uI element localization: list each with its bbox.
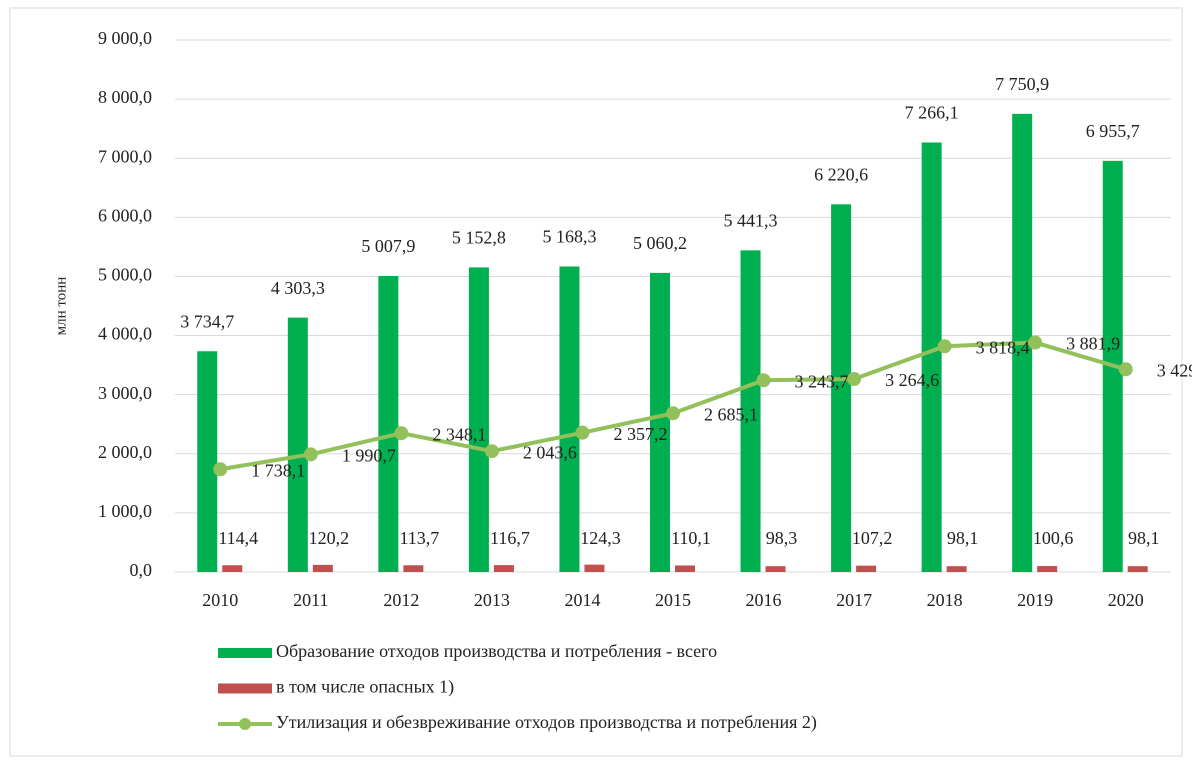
y-tick-label: 5 000,0 bbox=[98, 265, 152, 285]
data-label: 1 990,7 bbox=[342, 445, 396, 465]
data-label: 98,1 bbox=[1128, 528, 1160, 548]
data-label: 2 357,2 bbox=[613, 424, 667, 444]
x-tick-label: 2014 bbox=[564, 590, 600, 610]
bar bbox=[312, 564, 333, 572]
x-tick-label: 2011 bbox=[293, 590, 328, 610]
data-label: 4 303,3 bbox=[271, 278, 325, 298]
bar bbox=[403, 565, 424, 572]
line-point bbox=[484, 444, 499, 459]
bar bbox=[856, 565, 877, 572]
bar bbox=[921, 142, 942, 573]
line-point bbox=[213, 462, 228, 477]
data-label: 6 220,6 bbox=[814, 164, 868, 184]
bar bbox=[675, 565, 695, 572]
legend-label: в том числе опасных 1) bbox=[276, 677, 454, 698]
data-label: 114,4 bbox=[218, 528, 258, 548]
bar bbox=[831, 204, 852, 572]
data-label: 3 818,4 bbox=[976, 337, 1030, 357]
data-label: 107,2 bbox=[852, 528, 893, 548]
data-label: 5 441,3 bbox=[724, 210, 778, 230]
data-label: 5 152,8 bbox=[452, 228, 506, 248]
bar bbox=[584, 564, 605, 572]
y-axis-label: млн тонн bbox=[53, 277, 69, 336]
line-point bbox=[575, 425, 590, 440]
y-tick-label: 3 000,0 bbox=[98, 383, 152, 403]
legend-swatch bbox=[218, 683, 272, 694]
x-tick-label: 2020 bbox=[1108, 590, 1144, 610]
y-tick-label: 6 000,0 bbox=[98, 205, 152, 225]
x-tick-label: 2012 bbox=[383, 590, 419, 610]
data-label: 5 168,3 bbox=[542, 227, 596, 247]
line-point bbox=[756, 373, 771, 388]
bar bbox=[946, 566, 967, 572]
legend-swatch bbox=[239, 718, 251, 730]
bar bbox=[1037, 566, 1058, 572]
line-point bbox=[1118, 362, 1133, 377]
data-label: 3 264,6 bbox=[885, 370, 939, 390]
data-label: 3 881,9 bbox=[1066, 334, 1120, 354]
data-label: 113,7 bbox=[399, 528, 439, 548]
bar bbox=[740, 250, 761, 572]
data-label: 116,7 bbox=[490, 528, 530, 548]
line-point bbox=[303, 447, 318, 462]
data-label: 7 266,1 bbox=[905, 103, 959, 123]
data-label: 3 734,7 bbox=[180, 311, 234, 331]
line-point bbox=[1028, 335, 1043, 350]
bar bbox=[493, 565, 514, 572]
bar bbox=[765, 566, 786, 572]
y-tick-label: 4 000,0 bbox=[98, 324, 152, 344]
y-tick-label: 8 000,0 bbox=[98, 87, 152, 107]
data-label: 100,6 bbox=[1033, 528, 1074, 548]
data-label: 98,1 bbox=[947, 528, 979, 548]
data-label: 124,3 bbox=[580, 528, 621, 548]
bar bbox=[222, 565, 243, 572]
legend-label: Утилизация и обезвреживание отходов прои… bbox=[276, 712, 817, 733]
data-label: 5 060,2 bbox=[633, 233, 687, 253]
bar bbox=[650, 272, 670, 572]
bar bbox=[468, 267, 489, 572]
y-tick-label: 7 000,0 bbox=[98, 146, 152, 166]
bar bbox=[1127, 566, 1148, 572]
data-label: 6 955,7 bbox=[1086, 121, 1140, 141]
bar bbox=[559, 266, 580, 572]
x-tick-label: 2015 bbox=[655, 590, 691, 610]
data-label: 98,3 bbox=[766, 528, 798, 548]
data-label: 2 685,1 bbox=[704, 404, 758, 424]
y-tick-label: 2 000,0 bbox=[98, 442, 152, 462]
data-label: 120,2 bbox=[309, 528, 350, 548]
line-point bbox=[394, 426, 409, 441]
data-label: 7 750,9 bbox=[995, 74, 1049, 94]
line-point bbox=[937, 339, 952, 354]
legend-swatch bbox=[218, 648, 272, 658]
data-label: 3 429,0 bbox=[1157, 360, 1192, 380]
x-tick-label: 2018 bbox=[927, 590, 963, 610]
data-label: 2 348,1 bbox=[432, 424, 486, 444]
data-label: 5 007,9 bbox=[361, 236, 415, 256]
line-point bbox=[847, 372, 862, 387]
x-tick-label: 2013 bbox=[474, 590, 510, 610]
data-label: 3 243,7 bbox=[795, 371, 849, 391]
y-tick-label: 1 000,0 bbox=[98, 501, 152, 521]
data-label: 1 738,1 bbox=[251, 460, 305, 480]
y-tick-label: 0,0 bbox=[130, 560, 153, 580]
x-tick-label: 2010 bbox=[202, 590, 238, 610]
data-label: 110,1 bbox=[671, 528, 711, 548]
y-tick-label: 9 000,0 bbox=[98, 28, 152, 48]
bar bbox=[378, 275, 399, 572]
bar bbox=[287, 317, 308, 572]
x-tick-label: 2017 bbox=[836, 590, 872, 610]
x-tick-label: 2016 bbox=[746, 590, 782, 610]
x-tick-label: 2019 bbox=[1017, 590, 1053, 610]
legend-label: Образование отходов производства и потре… bbox=[276, 641, 717, 661]
data-label: 2 043,6 bbox=[523, 442, 577, 462]
line-point bbox=[666, 406, 680, 421]
bar bbox=[197, 351, 218, 572]
